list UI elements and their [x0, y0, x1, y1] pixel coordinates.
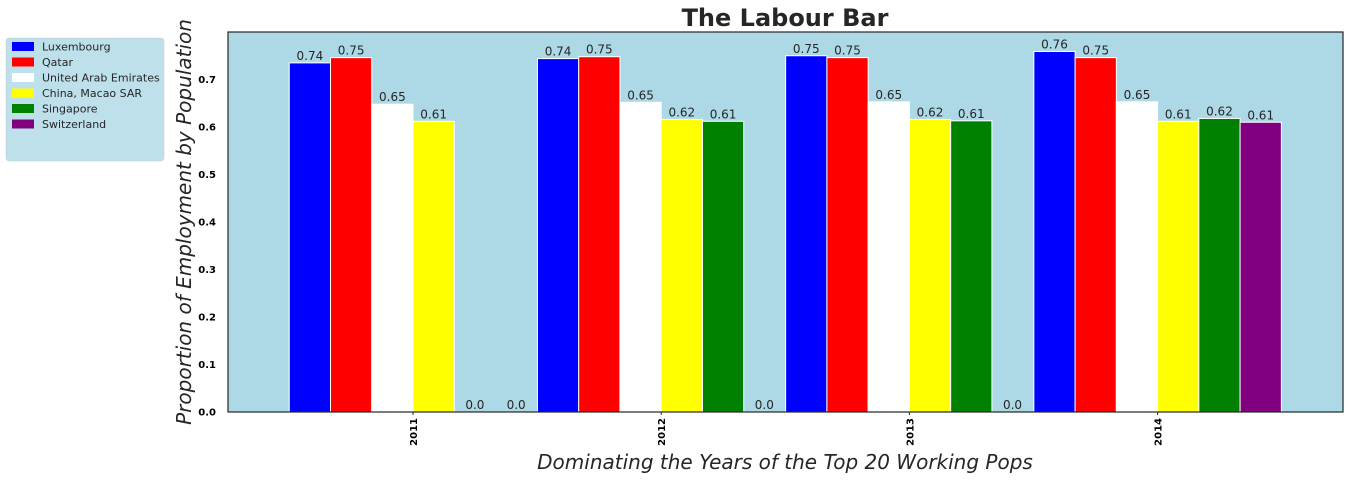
legend: Luxembourg Qatar United Arab Emirates China… [5, 37, 165, 162]
bar-china-macao-sar-2011 [412, 120, 455, 413]
bar-united-arab-emirates-2013 [867, 101, 910, 413]
legend-label-china-macao-sar: China, Macao SAR [42, 87, 142, 100]
data-label-switzerland-2012: 0.0 [755, 398, 774, 412]
chart-title: The Labour Bar [682, 4, 889, 32]
plot-frame [227, 31, 1344, 413]
bars [288, 50, 1282, 413]
data-label-qatar-2013: 0.75 [834, 44, 861, 58]
y-tick-label-0.7: 0.7 [198, 75, 216, 86]
bar-luxembourg-2013 [785, 55, 828, 413]
x-axis-ticks: 2011 2012 2013 2014 [409, 412, 1165, 446]
bar-luxembourg-2012 [536, 58, 580, 413]
legend-swatch-qatar [12, 57, 34, 67]
legend-swatch-china-macao-sar [12, 88, 34, 98]
bar-qatar-2011 [330, 57, 373, 413]
data-label-luxembourg-2013: 0.75 [793, 42, 820, 56]
data-label-united-arab-emirates-2013: 0.65 [875, 88, 902, 102]
x-tick-label-2012: 2012 [657, 418, 668, 446]
data-label-singapore-2014: 0.62 [1206, 104, 1233, 118]
legend-label-united-arab-emirates: United Arab Emirates [42, 72, 160, 85]
data-label-switzerland-2014: 0.61 [1247, 108, 1274, 122]
y-tick-label-0.2: 0.2 [198, 313, 216, 324]
legend-label-singapore: Singapore [42, 103, 98, 116]
data-label-singapore-2011: 0.0 [465, 398, 484, 412]
bar-united-arab-emirates-2011 [371, 103, 414, 413]
y-tick-label-0.1: 0.1 [198, 360, 216, 371]
data-label-qatar-2011: 0.75 [338, 44, 365, 58]
y-tick-label-0.4: 0.4 [198, 218, 216, 229]
data-label-luxembourg-2012: 0.74 [545, 45, 572, 59]
y-tick-label-0.5: 0.5 [198, 170, 216, 181]
data-label-qatar-2014: 0.75 [1082, 44, 1109, 58]
data-label-united-arab-emirates-2014: 0.65 [1124, 88, 1151, 102]
bar-united-arab-emirates-2014 [1115, 101, 1159, 413]
legend-box [5, 37, 165, 162]
y-tick-label-0.0: 0.0 [198, 408, 216, 419]
data-label-singapore-2012: 0.61 [710, 107, 737, 121]
data-label-china-macao-sar-2014: 0.61 [1165, 107, 1192, 121]
x-tick-label-2011: 2011 [409, 418, 420, 446]
y-axis-label: Proportion of Employment by Population [172, 19, 196, 425]
data-label-qatar-2012: 0.75 [586, 43, 613, 57]
legend-label-qatar: Qatar [42, 56, 73, 69]
bar-luxembourg-2011 [288, 62, 331, 413]
bar-singapore-2012 [701, 120, 745, 413]
data-label-switzerland-2013: 0.0 [1003, 398, 1022, 412]
bar-singapore-2013 [950, 120, 993, 413]
bar-luxembourg-2014 [1033, 50, 1076, 413]
bar-united-arab-emirates-2012 [619, 101, 662, 413]
bar-singapore-2014 [1198, 117, 1241, 413]
bar-china-macao-sar-2014 [1157, 120, 1200, 413]
y-tick-label-0.6: 0.6 [198, 123, 216, 134]
data-label-china-macao-sar-2012: 0.62 [668, 105, 695, 119]
legend-swatch-luxembourg [12, 42, 34, 51]
data-labels: 0.74 0.75 0.65 0.61 0.0 0.0 0.74 0.75 0.65 0.62 0.… [297, 37, 1275, 412]
data-label-united-arab-emirates-2011: 0.65 [379, 90, 406, 104]
legend-swatch-switzerland [12, 119, 34, 129]
data-label-united-arab-emirates-2012: 0.65 [627, 88, 654, 102]
legend-swatch-united-arab-emirates [12, 73, 34, 82]
y-tick-label-0.3: 0.3 [198, 265, 216, 276]
legend-label-switzerland: Switzerland [42, 118, 106, 131]
bar-switzerland-2014 [1239, 121, 1282, 413]
y-axis-ticks: 0.0 0.1 0.2 0.3 0.4 0.5 0.6 0.7 [198, 75, 216, 419]
bar-qatar-2012 [578, 56, 621, 413]
bar-qatar-2013 [826, 57, 869, 413]
bar-qatar-2014 [1074, 57, 1117, 413]
data-label-switzerland-2011: 0.0 [507, 398, 526, 412]
data-label-luxembourg-2014: 0.76 [1041, 37, 1068, 51]
bar-china-macao-sar-2013 [908, 118, 952, 413]
data-label-singapore-2013: 0.61 [958, 107, 985, 121]
legend-swatch-singapore [12, 104, 34, 113]
x-axis-label: Dominating the Years of the Top 20 Worki… [537, 450, 1033, 474]
data-label-china-macao-sar-2013: 0.62 [917, 105, 944, 119]
data-label-luxembourg-2011: 0.74 [297, 49, 324, 63]
x-tick-label-2013: 2013 [905, 418, 916, 446]
x-tick-label-2014: 2014 [1154, 418, 1165, 446]
legend-label-luxembourg: Luxembourg [42, 41, 111, 54]
data-label-china-macao-sar-2011: 0.61 [420, 107, 447, 121]
bar-china-macao-sar-2012 [660, 118, 703, 413]
